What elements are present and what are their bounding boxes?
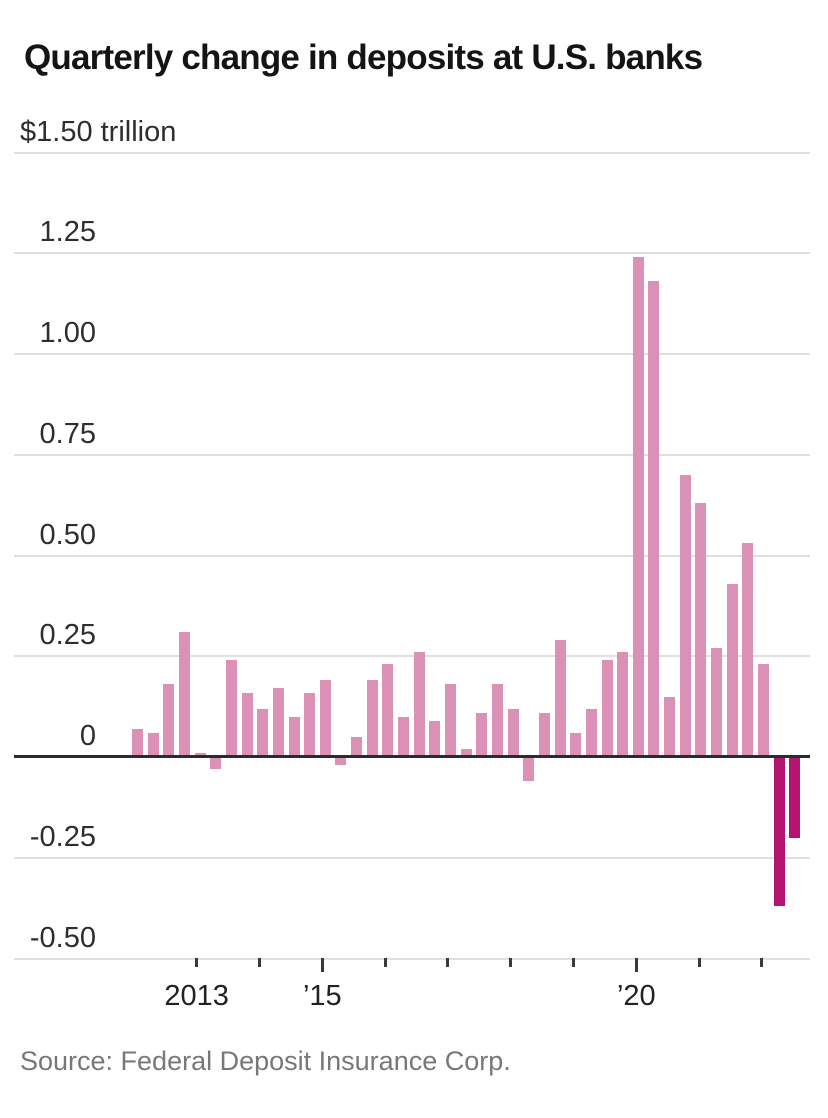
y-tick-label: -0.50 — [29, 921, 96, 954]
grid-line — [14, 554, 810, 557]
bar — [210, 757, 222, 770]
bar — [507, 708, 519, 757]
bar — [695, 503, 707, 757]
bar — [319, 680, 331, 757]
grid-line — [14, 353, 810, 355]
x-tick-label: ’20 — [616, 980, 656, 1012]
bar — [366, 680, 378, 757]
bar — [163, 684, 175, 757]
x-axis-tick — [634, 958, 638, 972]
y-tick-label: -0.25 — [29, 820, 96, 853]
bar — [257, 708, 269, 757]
bar — [570, 732, 582, 757]
bar — [272, 688, 284, 757]
bar — [523, 757, 535, 782]
x-axis-tick — [697, 958, 701, 967]
bar — [585, 708, 597, 757]
bar — [742, 543, 754, 757]
bar — [617, 652, 629, 757]
bar — [538, 712, 550, 757]
x-axis-tick — [195, 958, 199, 967]
y-tick-label: 0.25 — [39, 619, 96, 652]
x-tick-label: ’15 — [302, 980, 342, 1012]
bar — [460, 748, 472, 757]
bar — [491, 684, 503, 757]
bar — [445, 684, 456, 757]
y-tick-label: $1.50 trillion — [20, 115, 177, 148]
grid-line — [14, 151, 810, 154]
zero-axis-line — [14, 754, 810, 758]
bar — [335, 757, 347, 766]
y-tick-label: 1.00 — [39, 317, 96, 349]
bar — [241, 692, 253, 757]
x-axis-tick — [760, 958, 764, 967]
bar — [429, 720, 441, 757]
bar — [758, 664, 769, 757]
grid-line — [14, 856, 810, 859]
grid-line — [14, 453, 810, 456]
bar — [398, 716, 410, 757]
bar — [773, 757, 785, 907]
x-tick-label: 2013 — [164, 980, 229, 1012]
bar — [726, 583, 738, 757]
x-axis-tick — [383, 958, 387, 967]
x-axis-tick — [320, 958, 324, 972]
source-credit: Source: Federal Deposit Insurance Corp. — [20, 1046, 511, 1076]
bar — [288, 716, 300, 757]
bar — [554, 640, 566, 757]
x-axis-tick — [509, 958, 513, 967]
bar — [413, 652, 425, 757]
y-tick-label: 0 — [79, 720, 96, 752]
y-tick-label: 0.75 — [39, 417, 96, 450]
bar — [664, 696, 676, 757]
bar — [147, 732, 159, 757]
bar — [351, 736, 363, 757]
bar — [476, 712, 488, 757]
y-tick-label: 1.25 — [39, 216, 96, 249]
bar — [304, 692, 316, 757]
bar — [601, 660, 613, 757]
y-tick-label: 0.50 — [39, 518, 96, 551]
x-axis-tick — [258, 958, 261, 967]
x-axis-tick — [446, 958, 450, 967]
bar — [132, 728, 143, 757]
bar — [711, 648, 723, 757]
grid-line — [14, 655, 810, 658]
bar — [632, 257, 644, 757]
bar — [679, 474, 691, 757]
bar — [789, 757, 801, 838]
x-axis-tick — [572, 958, 575, 967]
bar — [648, 281, 660, 757]
bar — [178, 632, 190, 757]
chart-title: Quarterly change in deposits at U.S. ban… — [24, 38, 703, 77]
bar — [225, 660, 237, 757]
grid-line — [14, 957, 810, 960]
grid-line — [14, 252, 810, 255]
bar — [382, 664, 394, 757]
